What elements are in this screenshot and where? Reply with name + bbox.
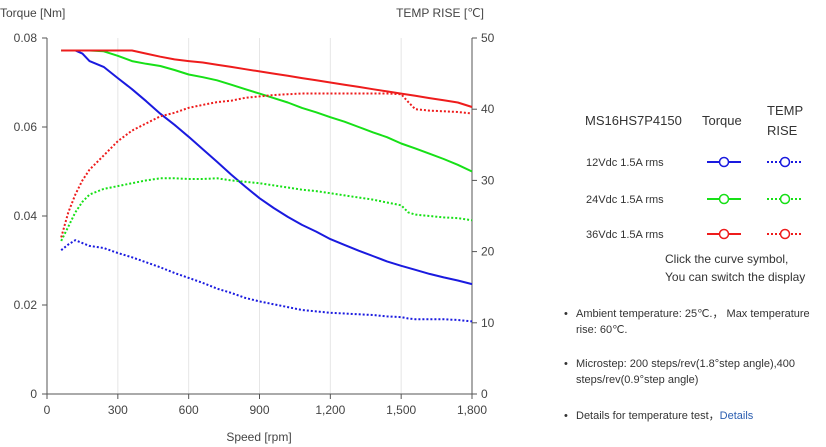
legend-temp-12v-symbol[interactable] [765, 155, 805, 169]
x-tick-label: 1,200 [315, 403, 345, 417]
temp-rise-line-24v [60, 177, 473, 242]
legend-torque-36v-symbol[interactable] [705, 227, 743, 241]
x-tick-label: 300 [108, 403, 128, 417]
temp-rise-line-12v [60, 239, 473, 323]
legend-torque-24v-symbol[interactable] [705, 192, 743, 206]
torque-line-24v [61, 49, 473, 173]
y-left-tick-label: 0 [30, 387, 37, 401]
y-right-tick-label: 30 [481, 173, 495, 187]
legend-row-12v: 12Vdc 1.5A rms [575, 155, 815, 175]
temp-rise-line-36v [60, 92, 473, 238]
legend-temp-header: TEMP RISE [767, 101, 803, 141]
y-left-tick-label: 0.06 [14, 120, 38, 134]
legend-label-24v: 24Vdc 1.5A rms [586, 194, 664, 206]
legend-temp-header-line1: TEMP [767, 103, 804, 118]
chart-grid [117, 38, 402, 394]
details-link[interactable]: Details [719, 410, 754, 422]
note-temp-test-text-wrap: Details for temperature test，Details [576, 408, 816, 424]
legend-torque-header: Torque [702, 113, 742, 128]
torque-line-36v [61, 49, 473, 108]
note-ambient-temp-text: Ambient temperature: 25℃.， Max temperatu… [576, 308, 810, 336]
bullet-dot: • [564, 358, 568, 370]
x-tick-label: 600 [179, 403, 199, 417]
chart-axes: 0 300 600 900 1,200 1,500 1,80000.020.040.060.… [14, 31, 495, 417]
note-microstep-text: Microstep: 200 steps/rev(1.8°step angle)… [576, 358, 796, 386]
legend-temp-header-line2: RISE [767, 123, 798, 138]
y-right-tick-label: 20 [481, 245, 495, 259]
motor-model: MS16HS7P4150 [585, 113, 682, 128]
y-left-tick-label: 0.04 [14, 209, 38, 223]
x-tick-label: 1,800 [457, 403, 487, 417]
torque-temp-chart: 0 300 600 900 1,200 1,500 1,80000.020.040.060.… [0, 6, 495, 444]
y-left-tick-label: 0.08 [14, 31, 38, 45]
legend-hint-line1: Click the curve symbol, [665, 252, 789, 266]
y-right-tick-label: 10 [481, 316, 495, 330]
y-right-tick-label: 40 [481, 102, 495, 116]
legend-hint: Click the curve symbol, You can switch t… [665, 250, 805, 286]
torque-line-12v [61, 49, 473, 286]
legend-row-24v: 24Vdc 1.5A rms [575, 192, 815, 212]
x-tick-label: 1,500 [386, 403, 416, 417]
legend-label-36v: 36Vdc 1.5A rms [586, 229, 664, 241]
legend-temp-36v-symbol[interactable] [765, 227, 805, 241]
y-right-axis-label: TEMP RISE [℃] [396, 6, 484, 20]
chart-plot-area [60, 49, 473, 323]
bullet-dot: • [564, 308, 568, 320]
y-right-tick-label: 50 [481, 31, 495, 45]
legend-temp-24v-symbol[interactable] [765, 192, 805, 206]
y-left-axis-label: Torque [Nm] [0, 6, 65, 20]
x-axis-label: Speed [rpm] [226, 430, 291, 444]
note-temp-test-text: Details for temperature test， [576, 410, 720, 422]
y-left-tick-label: 0.02 [14, 298, 38, 312]
x-tick-label: 900 [249, 403, 269, 417]
legend-label-12v: 12Vdc 1.5A rms [586, 157, 664, 169]
legend-row-36v: 36Vdc 1.5A rms [575, 227, 815, 247]
legend-torque-12v-symbol[interactable] [705, 155, 743, 169]
x-tick-label: 0 [44, 403, 51, 417]
bullet-dot: • [564, 410, 568, 422]
y-right-tick-label: 0 [481, 387, 488, 401]
legend-hint-line2: You can switch the display [665, 270, 806, 284]
legend-header: MS16HS7P4150 Torque TEMP RISE [575, 98, 815, 143]
